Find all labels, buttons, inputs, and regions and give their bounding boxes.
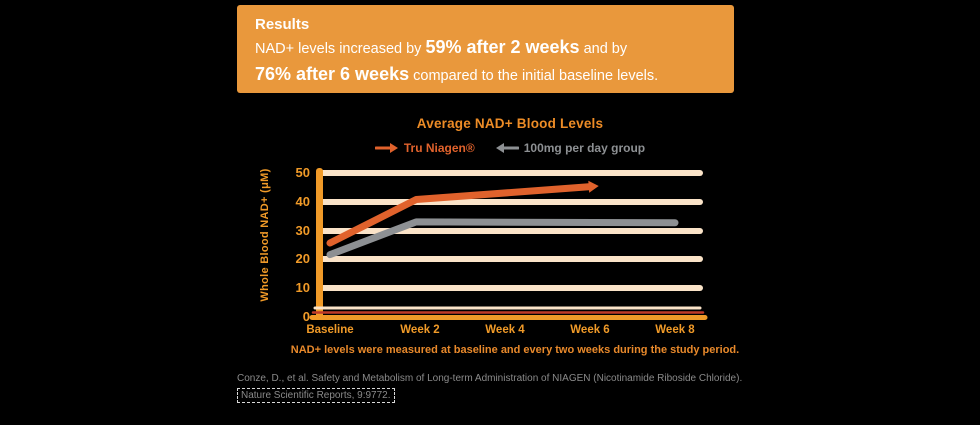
x-tick-label: Baseline bbox=[306, 324, 354, 336]
gray-line-arrow-icon bbox=[495, 143, 519, 153]
y-tick-label: 20 bbox=[295, 251, 310, 266]
x-tick-label: Week 4 bbox=[485, 324, 525, 336]
x-tick-label: Week 6 bbox=[570, 324, 610, 336]
legend-label: Tru Niagen® bbox=[403, 141, 475, 155]
orange-line-arrow-icon bbox=[374, 143, 398, 153]
y-tick-label: 40 bbox=[295, 194, 310, 209]
legend-label: 100mg per day group bbox=[523, 141, 646, 155]
series-line bbox=[326, 218, 679, 259]
chart-legend: Tru Niagen® 100mg per day group bbox=[300, 141, 720, 155]
results-text-line-1: NAD+ levels increased by 59% after 2 wee… bbox=[255, 37, 628, 57]
results-banner: Results NAD+ levels increased by 59% aft… bbox=[237, 5, 734, 93]
y-tick-label: 0 bbox=[302, 309, 310, 324]
source-citation: Nature Scientific Reports, 9:9772. bbox=[237, 388, 395, 403]
y-tick-label: 30 bbox=[295, 223, 310, 238]
legend-item-product: Tru Niagen® bbox=[374, 141, 475, 155]
y-tick-label: 10 bbox=[295, 280, 310, 295]
legend-item-comparison: 100mg per day group bbox=[495, 141, 645, 155]
line-chart-plot bbox=[309, 168, 708, 320]
results-text-line-2: 76% after 6 weeks compared to the initia… bbox=[255, 64, 659, 84]
chart-caption: NAD+ levels were measured at baseline an… bbox=[290, 344, 740, 356]
y-tick-label: 50 bbox=[295, 165, 310, 180]
results-heading: Results bbox=[255, 16, 310, 33]
x-tick-label: Week 8 bbox=[655, 324, 695, 336]
x-tick-label: Week 2 bbox=[400, 324, 440, 336]
series-arrowhead-icon bbox=[588, 180, 599, 193]
source-study-text: Conze, D., et al. Safety and Metabolism … bbox=[237, 373, 743, 384]
series-line bbox=[326, 183, 593, 247]
chart-title: Average NAD+ Blood Levels bbox=[416, 116, 604, 131]
y-axis-line bbox=[316, 168, 323, 318]
